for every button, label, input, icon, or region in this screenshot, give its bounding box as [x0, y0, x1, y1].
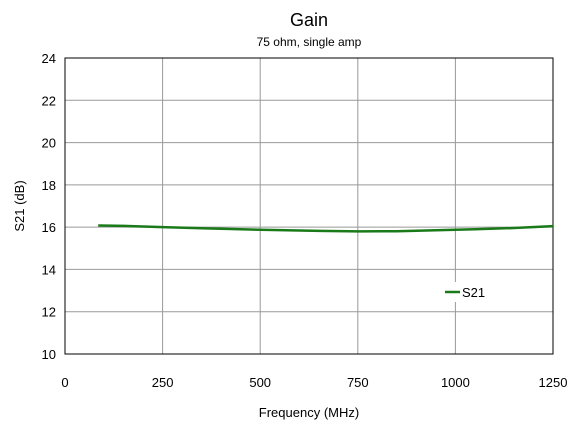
chart-subtitle: 75 ohm, single amp	[257, 35, 362, 49]
x-tick-label: 250	[152, 375, 174, 390]
y-tick-label: 12	[42, 305, 56, 320]
y-tick-label: 18	[42, 178, 56, 193]
y-tick-label: 14	[42, 262, 56, 277]
x-axis-label: Frequency (MHz)	[259, 405, 359, 420]
legend-label-s21: S21	[462, 285, 485, 300]
x-tick-label: 750	[347, 375, 369, 390]
y-tick-label: 22	[42, 93, 56, 108]
legend: S21	[442, 282, 494, 302]
y-axis-label: S21 (dB)	[12, 180, 27, 231]
y-tick-label: 10	[42, 347, 56, 362]
x-tick-label: 0	[61, 375, 68, 390]
series-line-s21	[98, 224, 554, 233]
y-tick-label: 20	[42, 136, 56, 151]
plot-area	[64, 57, 554, 355]
x-tick-label: 1000	[441, 375, 470, 390]
series-layer	[98, 224, 554, 233]
legend-background	[442, 282, 494, 302]
x-tick-label: 500	[249, 375, 271, 390]
y-tick-label: 24	[42, 51, 56, 66]
grid-lines	[64, 57, 554, 355]
chart-title: Gain	[290, 10, 328, 30]
x-tick-label: 1250	[539, 375, 568, 390]
y-axis-ticks: 10 12 14 16 18 20 22 24	[42, 51, 56, 362]
y-tick-label: 16	[42, 220, 56, 235]
x-axis-ticks: 0 250 500 750 1000 1250	[61, 375, 567, 390]
